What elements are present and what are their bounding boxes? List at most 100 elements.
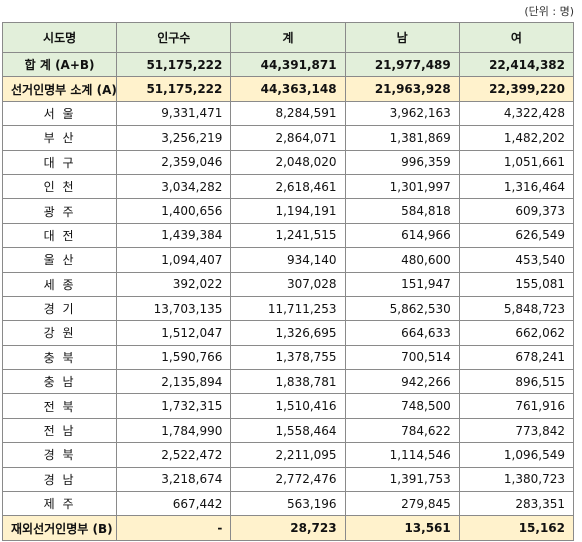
cell: 2,522,472	[116, 442, 232, 468]
cell: 3,034,282	[116, 173, 232, 200]
cell: 1,482,202	[458, 125, 575, 151]
cell: 773,842	[458, 417, 575, 444]
cell: 22,399,220	[458, 76, 575, 102]
cell: 11,711,253	[230, 295, 346, 322]
cell: 1,590,766	[116, 344, 232, 371]
cell: 151,947	[344, 271, 460, 297]
cell: 22,414,382	[458, 51, 575, 78]
cell: 21,977,489	[344, 51, 460, 78]
cell: 1,558,464	[230, 417, 346, 444]
region-name: 재외선거인명부 (B)	[1, 515, 118, 541]
table-row: 경 기 13,703,135 11,711,253 5,862,530 5,848,72…	[1, 295, 575, 322]
cell: 51,175,222	[116, 51, 232, 78]
cell: -	[116, 515, 232, 541]
cell: 1,732,315	[116, 393, 232, 419]
cell: 9,331,471	[116, 100, 232, 127]
cell: 307,028	[230, 271, 346, 297]
cell: 15,162	[458, 515, 575, 541]
region-name: 강 원	[1, 320, 118, 346]
cell: 1,400,656	[116, 198, 232, 224]
cell: 1,114,546	[344, 442, 460, 468]
header-row: 시도명 인구수 계 남 여	[1, 22, 575, 53]
cell: 700,514	[344, 344, 460, 371]
cell: 2,048,020	[230, 149, 346, 175]
cell: 279,845	[344, 491, 460, 517]
cell: 784,622	[344, 417, 460, 444]
column-header: 인구수	[116, 22, 232, 53]
table-row: 전 북 1,732,315 1,510,416 748,500 761,916	[1, 393, 575, 419]
table-row: 부 산 3,256,219 2,864,071 1,381,869 1,482,202	[1, 125, 575, 151]
region-name: 충 북	[1, 344, 118, 371]
table-row: 경 북 2,522,472 2,211,095 1,114,546 1,096,549	[1, 442, 575, 468]
cell: 1,784,990	[116, 417, 232, 444]
table-row: 제 주 667,442 563,196 279,845 283,351	[1, 491, 575, 517]
cell: 2,864,071	[230, 125, 346, 151]
column-header: 남	[344, 22, 460, 53]
cell: 4,322,428	[458, 100, 575, 127]
region-name: 경 북	[1, 442, 118, 468]
cell: 1,378,755	[230, 344, 346, 371]
column-header: 여	[458, 22, 575, 53]
table-row: 인 천 3,034,282 2,618,461 1,301,997 1,316,464	[1, 173, 575, 200]
cell: 480,600	[344, 247, 460, 273]
cell: 1,512,047	[116, 320, 232, 346]
cell: 28,723	[230, 515, 346, 541]
cell: 1,380,723	[458, 466, 575, 493]
cell: 748,500	[344, 393, 460, 419]
cell: 664,633	[344, 320, 460, 346]
table-row: 서 울 9,331,471 8,284,591 3,962,163 4,322,428	[1, 100, 575, 127]
cell: 1,241,515	[230, 222, 346, 249]
cell: 1,096,549	[458, 442, 575, 468]
cell: 609,373	[458, 198, 575, 224]
region-name: 울 산	[1, 247, 118, 273]
region-name: 제 주	[1, 491, 118, 517]
cell: 667,442	[116, 491, 232, 517]
table-row: 대 구 2,359,046 2,048,020 996,359 1,051,661	[1, 149, 575, 175]
unit-label: (단위 : 명)	[524, 5, 574, 18]
population-table: 시도명 인구수 계 남 여 합 계 (A+B) 51,175,222 44,391,871 2…	[1, 22, 575, 541]
cell: 2,359,046	[116, 149, 232, 175]
cell: 1,381,869	[344, 125, 460, 151]
table-row: 광 주 1,400,656 1,194,191 584,818 609,373	[1, 198, 575, 224]
table-row: 충 남 2,135,894 1,838,781 942,266 896,515	[1, 369, 575, 395]
table-row: 충 북 1,590,766 1,378,755 700,514 678,241	[1, 344, 575, 371]
cell: 1,838,781	[230, 369, 346, 395]
cell: 1,510,416	[230, 393, 346, 419]
cell: 934,140	[230, 247, 346, 273]
cell: 283,351	[458, 491, 575, 517]
region-name: 경 남	[1, 466, 118, 493]
cell: 3,256,219	[116, 125, 232, 151]
cell: 21,963,928	[344, 76, 460, 102]
cell: 392,022	[116, 271, 232, 297]
cell: 1,194,191	[230, 198, 346, 224]
cell: 44,363,148	[230, 76, 346, 102]
cell: 13,703,135	[116, 295, 232, 322]
region-name: 부 산	[1, 125, 118, 151]
table-row: 경 남 3,218,674 2,772,476 1,391,753 1,380,723	[1, 466, 575, 493]
column-header: 시도명	[1, 22, 118, 53]
cell: 563,196	[230, 491, 346, 517]
table-row: 강 원 1,512,047 1,326,695 664,633 662,062	[1, 320, 575, 346]
cell: 942,266	[344, 369, 460, 395]
region-name: 충 남	[1, 369, 118, 395]
table-row: 재외선거인명부 (B) -28,723 13,561 15,162	[1, 515, 575, 541]
cell: 662,062	[458, 320, 575, 346]
region-name: 인 천	[1, 173, 118, 200]
region-name: 합 계 (A+B)	[1, 51, 118, 78]
cell: 51,175,222	[116, 76, 232, 102]
cell: 2,618,461	[230, 173, 346, 200]
cell: 13,561	[344, 515, 460, 541]
cell: 5,862,530	[344, 295, 460, 322]
table-row: 세 종 392,022 307,028 151,947 155,081	[1, 271, 575, 297]
cell: 626,549	[458, 222, 575, 249]
region-name: 전 남	[1, 417, 118, 444]
column-header: 계	[230, 22, 346, 53]
cell: 44,391,871	[230, 51, 346, 78]
cell: 1,439,384	[116, 222, 232, 249]
cell: 2,135,894	[116, 369, 232, 395]
table-row: 선거인명부 소계 (A) 51,175,222 44,363,148 21,963,9…	[1, 76, 575, 102]
cell: 1,326,695	[230, 320, 346, 346]
cell: 1,301,997	[344, 173, 460, 200]
cell: 996,359	[344, 149, 460, 175]
